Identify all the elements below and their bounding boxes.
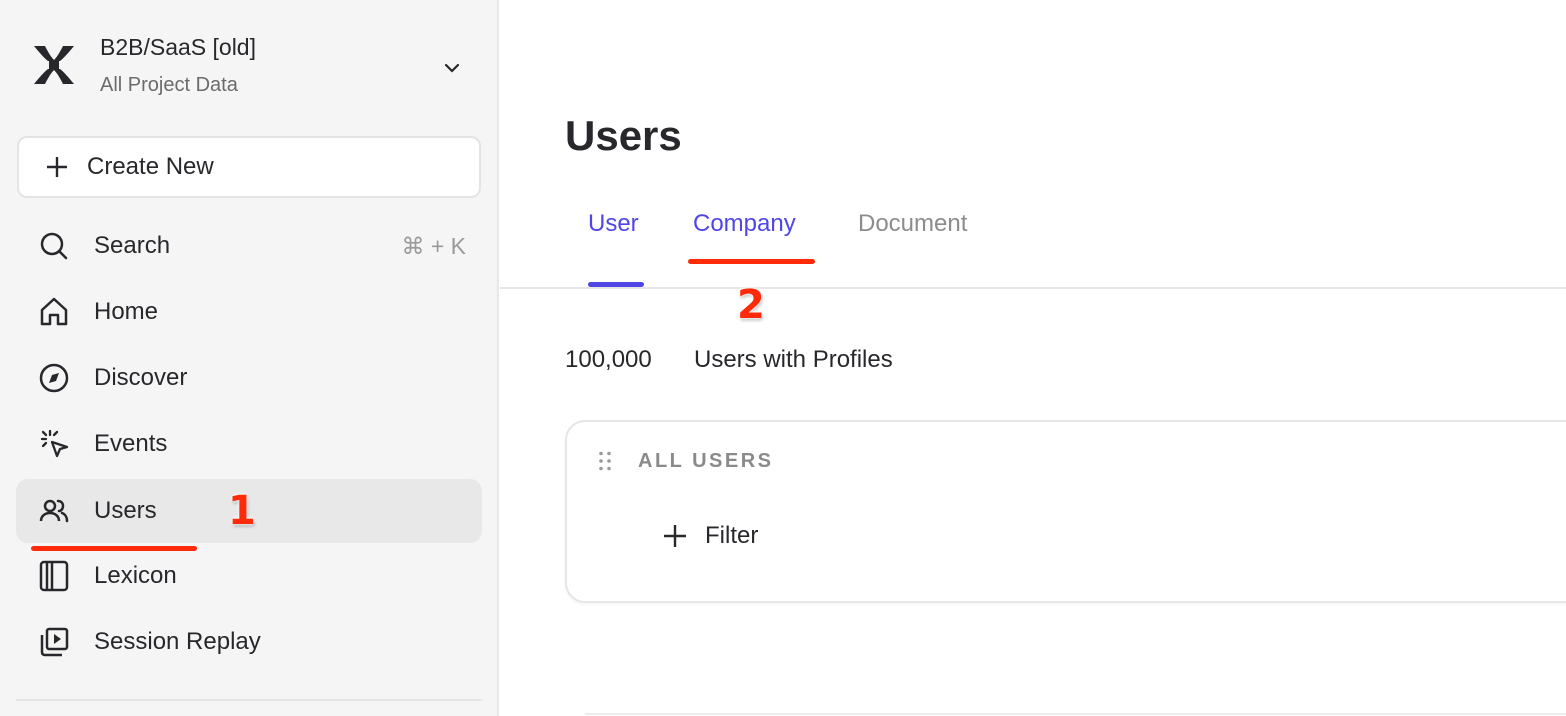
tab-user[interactable]: User (588, 210, 639, 237)
active-tab-indicator (588, 282, 644, 287)
sidebar-item-home[interactable]: Home (16, 280, 482, 344)
sidebar-item-label: Search (94, 232, 171, 259)
sidebar-item-label: Events (94, 430, 168, 457)
sidebar-item-session-replay[interactable]: Session Replay (16, 610, 482, 674)
home-icon (40, 297, 68, 326)
search-icon (40, 232, 68, 260)
project-subtitle: All Project Data (100, 74, 238, 96)
annotation-underline-users (31, 546, 197, 551)
replay-icon (40, 627, 69, 657)
compass-icon (39, 363, 69, 393)
search-shortcut: ⌘ + K (401, 232, 466, 259)
filter-label: Filter (705, 522, 759, 549)
sidebar-item-label: Lexicon (94, 562, 177, 589)
create-new-label: Create New (87, 153, 214, 180)
book-icon (39, 560, 69, 592)
sidebar-item-discover[interactable]: Discover (16, 346, 482, 410)
mixpanel-logo (34, 46, 74, 84)
tab-company[interactable]: Company (693, 210, 796, 237)
annotation-step-1: 1 (228, 488, 256, 534)
sidebar-item-label: Home (94, 298, 159, 325)
plus-icon (47, 157, 67, 177)
sidebar-item-label: Session Replay (94, 628, 261, 655)
section-divider (585, 713, 1566, 715)
profile-count: 100,000 (565, 346, 652, 373)
users-icon (39, 499, 69, 523)
project-title[interactable]: B2B/SaaS [old] (100, 34, 256, 60)
annotation-underline-company (688, 259, 815, 264)
sidebar-item-lexicon[interactable]: Lexicon (16, 544, 482, 608)
plus-icon (664, 525, 686, 547)
sidebar-item-label: Users (94, 497, 157, 524)
chevron-down-icon[interactable] (442, 58, 462, 78)
sidebar-item-events[interactable]: Events (16, 412, 482, 476)
cursor-click-icon (40, 429, 69, 458)
drag-handle-icon[interactable] (598, 451, 612, 471)
sidebar-item-label: Discover (94, 364, 188, 391)
sidebar: B2B/SaaS [old] All Project Data Create N… (0, 0, 499, 716)
sidebar-item-users[interactable]: Users (16, 479, 482, 543)
page-title: Users (565, 112, 682, 159)
tab-document[interactable]: Document (858, 210, 968, 237)
all-users-card (565, 420, 1566, 603)
sidebar-item-search[interactable]: Search ⌘ + K (16, 214, 482, 278)
create-new-button[interactable]: Create New (17, 136, 481, 198)
add-filter-button[interactable]: Filter (663, 522, 758, 550)
profile-count-label: Users with Profiles (694, 346, 893, 373)
sidebar-divider (16, 699, 482, 701)
annotation-step-2: 2 (737, 282, 765, 328)
card-title: ALL USERS (638, 450, 774, 472)
tab-divider (500, 287, 1566, 289)
